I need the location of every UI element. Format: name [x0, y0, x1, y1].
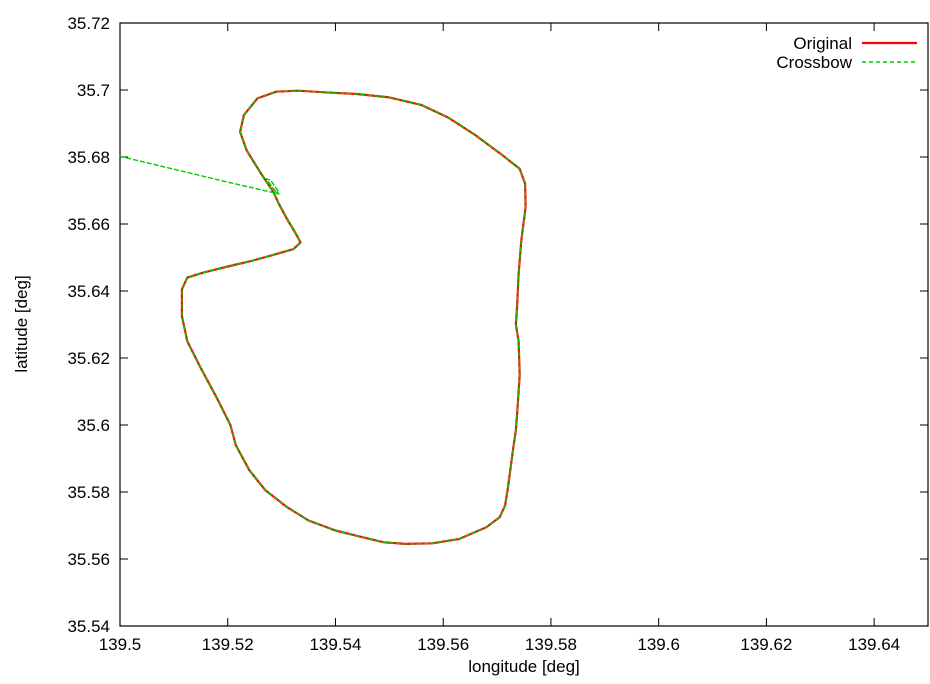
legend: Original Crossbow: [776, 34, 917, 72]
y-tick-label: 35.54: [67, 617, 110, 636]
x-tick-label: 139.54: [309, 635, 361, 654]
y-axis-label: latitude [deg]: [12, 275, 31, 372]
legend-label-crossbow: Crossbow: [776, 53, 852, 72]
y-axis: 35.54 35.56 35.58 35.6 35.62 35.64 35.66 35.68 3…: [67, 14, 928, 636]
series-line-crossbow: [119, 89, 527, 545]
x-tick-label: 139.5: [99, 635, 142, 654]
y-tick-label: 35.66: [67, 215, 110, 234]
x-tick-label: 139.64: [848, 635, 900, 654]
y-tick-label: 35.64: [67, 282, 110, 301]
y-tick-label: 35.7: [77, 81, 110, 100]
x-axis: 139.5 139.52 139.54 139.56 139.58 139.6 139.62…: [99, 23, 900, 654]
plot-area: [119, 89, 527, 546]
x-tick-label: 139.62: [740, 635, 792, 654]
y-tick-label: 35.58: [67, 483, 110, 502]
y-tick-label: 35.72: [67, 14, 110, 33]
legend-label-original: Original: [793, 34, 852, 53]
plot-frame: [119, 22, 929, 627]
x-tick-label: 139.6: [637, 635, 680, 654]
x-tick-label: 139.58: [525, 635, 577, 654]
x-axis-label: longitude [deg]: [468, 657, 580, 676]
y-tick-label: 35.6: [77, 416, 110, 435]
y-tick-label: 35.68: [67, 148, 110, 167]
x-tick-label: 139.52: [202, 635, 254, 654]
x-tick-label: 139.56: [417, 635, 469, 654]
y-tick-label: 35.56: [67, 550, 110, 569]
y-tick-label: 35.62: [67, 349, 110, 368]
